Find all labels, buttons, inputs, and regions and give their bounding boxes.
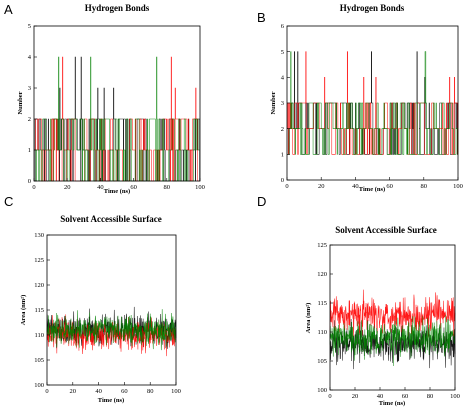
y-tick-label-b-0: 0	[281, 177, 284, 184]
chart-title-c: Solvent Accessible Surface	[60, 214, 162, 224]
y-axis-label-c: Area (nm²)	[20, 295, 27, 326]
y-tick-label-c-1: 105	[34, 357, 44, 364]
traces-c	[46, 306, 177, 357]
x-tick-label-b-0: 0	[285, 183, 288, 190]
panel-label-a: A	[4, 2, 13, 17]
x-tick-label-b-4: 80	[421, 183, 428, 190]
x-tick-label-a-3: 60	[130, 184, 137, 191]
plot-frame-c	[46, 234, 177, 386]
x-tick-label-c-0: 0	[45, 388, 48, 395]
y-tick-label-a-3: 3	[28, 85, 31, 92]
x-tick-label-b-5: 100	[453, 183, 463, 190]
x-tick-label-c-3: 60	[121, 388, 128, 395]
series-line-b-2	[287, 51, 458, 155]
chart-sas-c: Solvent Accessible Surface 1001051101151…	[20, 214, 181, 404]
traces-d	[329, 289, 456, 370]
y-tick-label-a-5: 5	[28, 23, 31, 30]
y-ticks-a: 0 1 2 3 4 5	[28, 23, 37, 185]
panel-label-c: C	[4, 194, 13, 209]
x-tick-label-a-2: 40	[97, 184, 104, 191]
y-tick-label-b-1: 1	[281, 152, 284, 159]
panel-label-d: D	[257, 194, 266, 209]
chart-sas-d: Solvent Accessible Surface 1001051101151…	[305, 225, 460, 407]
chart-title-d: Solvent Accessible Surface	[335, 225, 437, 235]
y-tick-label-c-2: 110	[34, 332, 44, 339]
x-tick-label-d-3: 60	[402, 393, 409, 400]
traces-b	[287, 51, 459, 155]
series-line-c-2	[46, 309, 177, 351]
series-line-a-2	[34, 56, 200, 182]
y-ticks-b: 0 1 2 3 4 5 6	[281, 23, 290, 184]
x-ticks-b: 0 20 40 60 80 100	[285, 177, 463, 190]
x-tick-label-b-1: 20	[318, 183, 325, 190]
y-axis-label-b: Number	[270, 91, 277, 114]
y-tick-label-c-3: 115	[34, 307, 44, 314]
chart-title-a: Hydrogen Bonds	[85, 3, 150, 13]
x-axis-label-a: Time (ns)	[104, 188, 130, 195]
x-axis-label-d: Time (ns)	[379, 400, 405, 407]
chart-title-b: Hydrogen Bonds	[340, 3, 405, 13]
x-tick-label-b-3: 60	[386, 183, 393, 190]
y-ticks-c: 100 105 110 115 120 125 130	[34, 232, 50, 389]
plot-frame-d	[329, 244, 456, 391]
y-tick-label-a-1: 1	[28, 147, 31, 154]
y-tick-label-b-6: 6	[281, 23, 285, 30]
x-tick-label-a-4: 80	[164, 184, 171, 191]
y-tick-label-b-4: 4	[281, 75, 285, 82]
y-tick-label-b-3: 3	[281, 100, 284, 107]
x-ticks-d: 0 20 40 60 80 100	[328, 387, 460, 400]
y-tick-label-d-2: 110	[317, 329, 327, 336]
x-tick-label-d-1: 20	[352, 393, 359, 400]
plot-frame-a	[33, 25, 201, 182]
y-tick-label-a-0: 0	[28, 178, 31, 185]
y-tick-label-a-4: 4	[28, 54, 32, 61]
y-tick-label-d-1: 105	[317, 358, 327, 365]
x-tick-label-d-2: 40	[377, 393, 384, 400]
y-ticks-d: 100 105 110 115 120 125	[317, 242, 333, 394]
y-tick-label-b-5: 5	[281, 49, 284, 56]
y-tick-label-c-0: 100	[34, 382, 44, 389]
panel-label-b: B	[257, 10, 266, 25]
traces-a	[34, 56, 200, 182]
x-tick-label-c-4: 80	[147, 388, 154, 395]
x-tick-label-d-5: 100	[450, 393, 460, 400]
chart-hbond-a: Hydrogen Bonds 0 1 2 3 4 5 0 20 40 60 80 100 Time …	[17, 3, 205, 195]
x-tick-label-c-2: 40	[95, 388, 102, 395]
x-axis-label-c: Time (ns)	[98, 397, 124, 404]
x-tick-label-b-2: 40	[352, 183, 359, 190]
x-tick-label-a-5: 100	[195, 184, 205, 191]
chart-hbond-b: Hydrogen Bonds 0 1 2 3 4 5 6 0 20 40 60 80 100 Time…	[270, 3, 463, 193]
x-ticks-c: 0 20 40 60 80 100	[45, 382, 181, 395]
x-tick-label-c-1: 20	[70, 388, 77, 395]
x-tick-label-d-0: 0	[328, 393, 331, 400]
y-tick-label-d-3: 115	[317, 300, 327, 307]
series-line-d-1	[329, 289, 456, 338]
series-line-d-2	[329, 314, 456, 366]
y-tick-label-c-6: 130	[34, 232, 44, 239]
y-tick-label-d-5: 125	[317, 242, 327, 249]
y-tick-label-d-4: 120	[317, 271, 327, 278]
x-tick-label-a-0: 0	[32, 184, 35, 191]
y-tick-label-c-5: 125	[34, 257, 44, 264]
y-axis-label-a: Number	[17, 91, 24, 114]
y-tick-label-d-0: 100	[317, 387, 327, 394]
x-tick-label-c-5: 100	[171, 388, 181, 395]
x-axis-label-b: Time (ns)	[359, 186, 385, 193]
x-ticks-a: 0 20 40 60 80 100	[32, 178, 205, 191]
y-tick-label-b-2: 2	[281, 126, 284, 133]
y-tick-label-c-4: 120	[34, 282, 44, 289]
x-tick-label-d-4: 80	[427, 393, 434, 400]
x-tick-label-a-1: 20	[64, 184, 71, 191]
y-axis-label-d: Area (nm²)	[305, 303, 312, 334]
y-tick-label-a-2: 2	[28, 116, 31, 123]
